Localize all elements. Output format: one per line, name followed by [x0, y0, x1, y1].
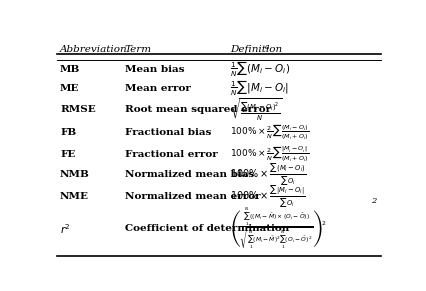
Text: NME: NME: [60, 192, 89, 201]
Text: $\frac{1}{N}\sum(M_i - O_i)$: $\frac{1}{N}\sum(M_i - O_i)$: [230, 60, 290, 79]
Text: Mean bias: Mean bias: [124, 65, 184, 74]
Text: MB: MB: [60, 65, 80, 74]
Text: RMSE: RMSE: [60, 105, 95, 114]
Text: $r^2$: $r^2$: [60, 222, 71, 236]
Text: Normalized mean bias: Normalized mean bias: [124, 171, 253, 180]
Text: Normalized mean error: Normalized mean error: [124, 192, 259, 201]
Text: Definition: Definition: [230, 45, 282, 54]
Text: Fractional error: Fractional error: [124, 150, 217, 159]
Text: ME: ME: [60, 84, 79, 93]
Text: Root mean squared error: Root mean squared error: [124, 105, 270, 114]
Text: $100\% \times \frac{2}{N}\sum\frac{(M_i - O_i)}{(M_i + O_i)}$: $100\% \times \frac{2}{N}\sum\frac{(M_i …: [230, 123, 309, 142]
Text: a: a: [264, 43, 268, 51]
Text: FE: FE: [60, 150, 75, 159]
Text: $100\% \times \frac{2}{N}\sum\frac{|M_i - O_i|}{(M_i + O_i)}$: $100\% \times \frac{2}{N}\sum\frac{|M_i …: [230, 145, 309, 164]
Text: Term: Term: [124, 45, 151, 54]
Text: $\sqrt{\frac{\sum(M_i - O_i)^2}{N}}$: $\sqrt{\frac{\sum(M_i - O_i)^2}{N}}$: [230, 97, 282, 123]
Text: $\left(\frac{\sum_1^N((M_i - \bar{M}) \times (O_i - \bar{O}))}{\sqrt{\sum_1^N(M_: $\left(\frac{\sum_1^N((M_i - \bar{M}) \t…: [230, 206, 327, 251]
Text: $\frac{1}{N}\sum|M_i - O_i|$: $\frac{1}{N}\sum|M_i - O_i|$: [230, 79, 288, 98]
Text: Fractional bias: Fractional bias: [124, 128, 210, 137]
Text: Coefficient of determination: Coefficient of determination: [124, 224, 288, 233]
Text: Abbreviation: Abbreviation: [60, 45, 127, 54]
Text: $100\% \times \frac{\sum|M_i - O_i|}{\sum O_i}$: $100\% \times \frac{\sum|M_i - O_i|}{\su…: [230, 184, 305, 210]
Text: FB: FB: [60, 128, 76, 137]
Text: NMB: NMB: [60, 171, 89, 180]
Text: 2: 2: [370, 197, 376, 205]
Text: $100\% \times \frac{\sum(M_i - O_i)}{\sum O_i}$: $100\% \times \frac{\sum(M_i - O_i)}{\su…: [230, 162, 306, 188]
Text: Mean error: Mean error: [124, 84, 190, 93]
